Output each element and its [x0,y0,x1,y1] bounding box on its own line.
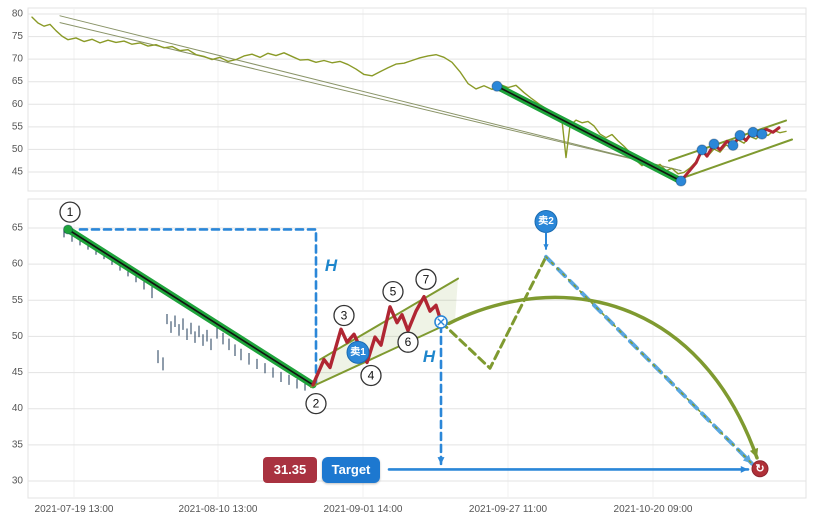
sell-1-marker[interactable]: 卖1 [346,340,370,364]
sell-2-marker[interactable]: 卖2 [534,209,558,233]
wedge-upper-line [59,15,682,172]
x-axis: 2021-07-19 13:00 2021-08-10 13:00 2021-09-… [35,504,693,515]
svg-text:6: 6 [405,335,412,349]
pullback-dashed [439,255,548,370]
x-tick-label: 2021-10-20 09:00 [614,504,693,515]
zigzag-channel-upper [319,277,459,361]
y-tick-label: 40 [12,403,24,414]
svg-text:H: H [325,256,338,275]
x-tick-label: 2021-07-19 13:00 [35,504,114,515]
svg-text:1: 1 [67,205,74,219]
svg-text:H: H [423,347,436,366]
sell-2-arrow [543,232,549,250]
svg-text:2: 2 [313,397,320,411]
svg-text:4: 4 [368,368,375,382]
svg-text:卖1: 卖1 [350,345,366,358]
h1-label: H [325,256,338,275]
h2-vertical-dashed [437,323,445,466]
target-price-badge[interactable]: 31.35 [263,457,317,483]
y-tick-label: 80 [12,9,24,20]
breakdown-marker[interactable] [434,315,448,329]
y-tick-label: 65 [12,223,24,234]
wave-label-5: 5 [382,280,404,303]
target-point-marker[interactable]: ↻ [751,460,769,478]
decline-curve [447,295,759,460]
x-tick-label: 2021-09-01 14:00 [324,504,403,515]
y-tick-label: 60 [12,259,24,270]
downtrend-core [496,85,682,182]
target-horizontal-line [387,465,750,473]
vertical-gridlines [73,8,654,191]
wave-label-6: 6 [397,331,419,353]
y-tick-label: 70 [12,54,24,65]
y-tick-label: 30 [12,476,24,487]
h2-label: H [423,347,436,366]
wave-label-1: 1 [59,201,81,223]
svg-text:7: 7 [423,272,430,286]
y-tick-label: 45 [12,367,24,378]
wave-label-2: 2 [305,393,327,415]
panel-border [27,7,807,192]
arrow-head-icon [749,447,759,458]
y-tick-label: 50 [12,144,24,155]
wave-label-7: 7 [415,268,437,290]
impulse-zigzag [311,294,443,387]
svg-text:3: 3 [341,308,348,322]
wave-label-3: 3 [333,304,355,327]
svg-text:5: 5 [390,285,397,299]
y-tick-label: 45 [12,167,24,178]
y-tick-label: 60 [12,99,24,110]
y-tick-label: 75 [12,31,24,42]
arrow-head-icon [740,465,748,473]
target-badge[interactable]: Target [322,457,380,483]
panel-border [27,198,807,499]
rise-channel-lower [678,138,793,181]
projection-dotted [545,256,753,465]
y-tick-label: 55 [12,295,24,306]
arrow-head-icon [543,244,549,250]
wave-label-4: 4 [360,364,382,387]
y-tick-label: 35 [12,439,24,450]
price-line [31,16,787,175]
downtrend-core [67,228,314,386]
trend-start-dot [63,224,73,235]
x-tick-label: 2021-08-10 13:00 [179,504,258,515]
h1-measure-dashed [78,228,318,384]
svg-text:卖2: 卖2 [538,214,554,227]
y-tick-label: 50 [12,331,24,342]
y-axis: 80 75 70 65 60 55 50 45 [12,9,806,178]
x-tick-label: 2021-09-27 11:00 [469,504,548,515]
y-tick-label: 65 [12,76,24,87]
arrow-head-icon [437,457,445,465]
panel-overview[interactable]: 80 75 70 65 60 55 50 45 [12,7,807,192]
pivot-dots [491,80,768,187]
y-tick-label: 55 [12,121,24,132]
svg-text:↻: ↻ [755,463,764,475]
zigzag-channel-lower [310,319,456,389]
